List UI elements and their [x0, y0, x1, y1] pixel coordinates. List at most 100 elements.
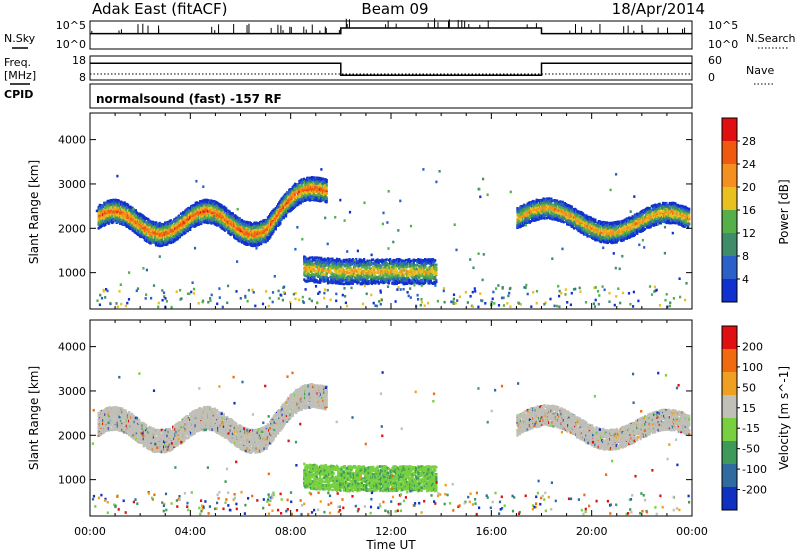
band-point	[306, 198, 309, 201]
band-point	[293, 192, 297, 196]
band-point	[306, 187, 309, 190]
band-point	[137, 233, 140, 237]
band-point	[322, 190, 325, 193]
band-point	[116, 220, 119, 224]
band-point	[187, 223, 190, 227]
band-point	[309, 198, 312, 202]
band-point	[195, 212, 198, 215]
band-point	[220, 204, 223, 207]
band-point	[103, 217, 106, 220]
band-point	[177, 223, 180, 227]
band-point	[315, 270, 318, 273]
band-point	[313, 192, 316, 195]
band-point	[266, 216, 269, 219]
band-point	[125, 206, 128, 210]
band-point	[109, 212, 113, 215]
band-point	[105, 220, 108, 223]
band-point	[315, 185, 318, 189]
band-point	[282, 206, 285, 209]
band-point	[191, 215, 194, 219]
band-point	[298, 193, 301, 196]
freq-panel	[89, 55, 693, 81]
band-point	[247, 240, 250, 243]
band-point	[138, 221, 141, 224]
band-point	[243, 227, 246, 230]
band-point	[309, 195, 312, 199]
band-point	[168, 224, 171, 227]
band-point	[209, 220, 212, 223]
band-point	[126, 203, 130, 207]
band-point	[98, 226, 101, 229]
band-point	[186, 227, 189, 231]
band-point	[307, 267, 310, 270]
band-point	[208, 218, 211, 222]
band-point	[255, 238, 258, 241]
band-point	[134, 209, 137, 212]
band-point	[160, 236, 163, 239]
band-point	[117, 213, 120, 216]
band-point	[177, 235, 180, 239]
freq-label: Freq.	[4, 56, 31, 69]
band-point	[184, 216, 187, 219]
band-point	[258, 239, 262, 242]
band-point	[300, 195, 303, 198]
band-point	[282, 202, 285, 205]
band-point	[266, 233, 269, 237]
band-point	[176, 229, 179, 232]
band-point	[187, 206, 190, 210]
nsky-series-line	[90, 27, 692, 35]
band-point	[170, 220, 174, 224]
band-point	[301, 190, 304, 193]
band-point	[301, 188, 304, 192]
band-point	[141, 233, 144, 237]
band-point	[309, 185, 312, 189]
band-point	[184, 228, 187, 231]
band-point	[137, 229, 140, 232]
band-point	[247, 221, 250, 225]
band-point	[282, 197, 285, 201]
band-point	[262, 226, 265, 230]
band-point	[255, 240, 258, 243]
band-point	[317, 179, 320, 183]
band-point	[272, 230, 275, 233]
band-point	[102, 204, 105, 208]
band-point	[142, 220, 145, 223]
band-point	[203, 216, 206, 220]
band-point	[137, 216, 140, 220]
band-point	[102, 209, 105, 213]
band-point	[235, 219, 238, 223]
band-point	[113, 211, 116, 214]
power-data	[95, 168, 691, 309]
band-point	[141, 217, 144, 221]
band-point	[239, 220, 242, 224]
band-point	[306, 191, 309, 195]
band-point	[195, 210, 198, 213]
band-point	[192, 204, 195, 207]
band-point	[133, 211, 136, 214]
band-point	[144, 230, 148, 233]
band-point	[320, 256, 323, 260]
band-point	[249, 237, 253, 240]
band-point	[129, 220, 132, 223]
band-point	[298, 199, 301, 203]
band-point	[216, 207, 219, 211]
band-point	[223, 214, 227, 218]
band-point	[251, 233, 254, 237]
band-point	[149, 231, 152, 235]
band-point	[108, 219, 111, 222]
band-point	[239, 236, 242, 239]
band-point	[252, 227, 255, 230]
band-point	[231, 212, 234, 215]
band-point	[304, 267, 307, 270]
band-point	[156, 225, 159, 228]
band-point	[98, 223, 101, 227]
band-point	[217, 207, 220, 210]
band-point	[149, 226, 152, 229]
band-point	[211, 208, 214, 212]
band-point	[221, 221, 224, 225]
band-point	[113, 206, 116, 210]
band-point	[97, 212, 100, 215]
band-point	[192, 205, 195, 209]
band-point	[233, 225, 236, 228]
band-point	[112, 220, 115, 224]
